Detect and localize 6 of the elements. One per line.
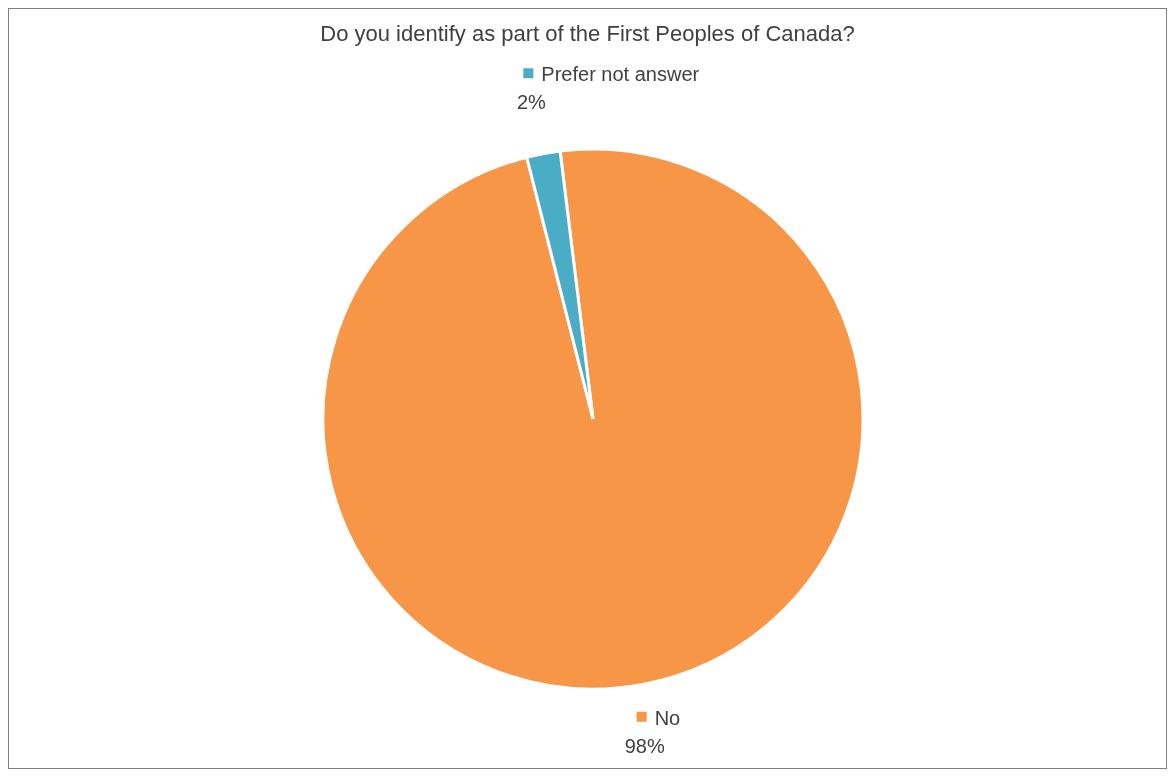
pie-slice [321,147,865,691]
data-label: 98% [624,734,665,757]
legend-label: Prefer not answer [541,63,700,86]
data-label: 2% [516,91,547,114]
legend-label: No [654,706,681,729]
chart-title: Do you identify as part of the First Peoples of Canada? [319,21,856,47]
